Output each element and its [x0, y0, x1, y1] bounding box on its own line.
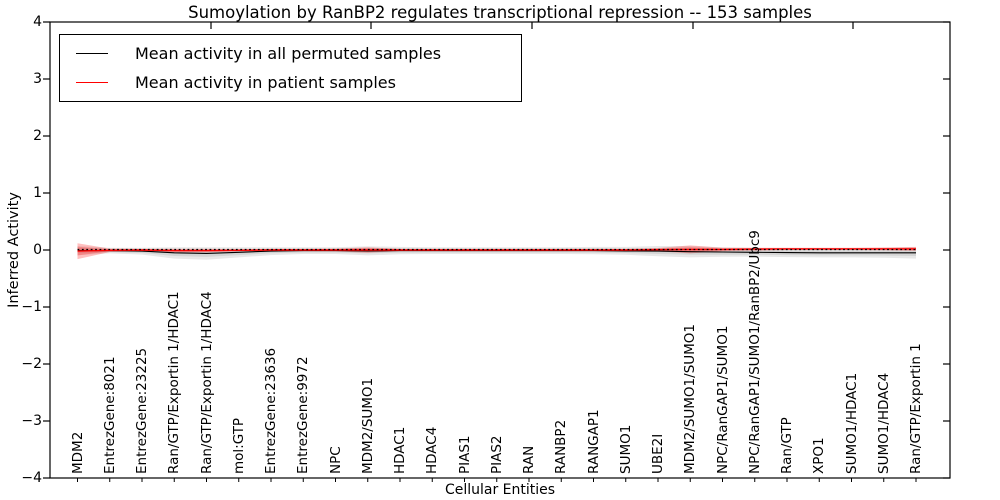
- x-tick-label: EntrezGene:23636: [263, 347, 279, 474]
- chart-title: Sumoylation by RanBP2 regulates transcri…: [188, 3, 812, 22]
- legend-line-patient: [76, 81, 108, 83]
- y-tick-label: 3: [33, 71, 42, 87]
- x-tick-label: mol:GTP: [230, 417, 247, 474]
- x-tick-label: MDM2/SUMO1: [359, 377, 376, 474]
- y-tick-label: 1: [33, 185, 42, 201]
- x-tick-label: Ran/GTP: [779, 417, 795, 474]
- y-tick-label: −1: [21, 299, 42, 315]
- x-tick-label: UBE2I: [650, 433, 666, 474]
- y-tick-label: −3: [21, 413, 42, 429]
- x-tick-label: XPO1: [811, 437, 828, 474]
- x-tick-label: Ran/GTP/Exportin 1/HDAC1: [166, 291, 183, 474]
- x-tick-label: MDM2/SUMO1/SUMO1: [682, 323, 699, 474]
- legend-entry-permuted: Mean activity in all permuted samples: [60, 44, 521, 63]
- y-tick-label: −2: [21, 356, 42, 372]
- x-tick-label: PIAS2: [488, 435, 505, 474]
- x-tick-label: PIAS1: [456, 435, 473, 474]
- x-tick-label: SUMO1/HDAC4: [875, 372, 892, 474]
- legend-label-permuted: Mean activity in all permuted samples: [135, 44, 442, 64]
- x-tick-label: EntrezGene:23225: [134, 347, 150, 474]
- legend: Mean activity in all permuted samples Me…: [59, 34, 522, 102]
- legend-entry-patient: Mean activity in patient samples: [60, 73, 521, 92]
- x-tick-label: SUMO1/HDAC1: [843, 372, 860, 474]
- x-axis-label: Cellular Entities: [444, 482, 556, 498]
- x-tick-label: MDM2: [69, 431, 86, 474]
- legend-line-permuted: [76, 53, 108, 55]
- x-tick-label: RANBP2: [553, 419, 570, 474]
- x-tick-label: NPC/RanGAP1/SUMO1/RanBP2/Ubc9: [746, 230, 763, 474]
- x-tick-label: NPC: [327, 446, 344, 474]
- x-tick-label: NPC/RanGAP1/SUMO1: [714, 325, 731, 474]
- y-tick-label: 2: [33, 128, 42, 144]
- x-tick-label: EntrezGene:8021: [101, 356, 118, 474]
- x-tick-label: RANGAP1: [585, 409, 602, 474]
- patient-samples-spread-band: [77, 243, 916, 260]
- y-tick-label: 0: [33, 242, 42, 258]
- y-tick-label: 4: [33, 14, 42, 30]
- x-tick-label: RAN: [521, 445, 537, 474]
- x-tick-label: HDAC1: [392, 426, 408, 474]
- legend-label-patient: Mean activity in patient samples: [135, 72, 396, 92]
- x-tick-label: SUMO1: [617, 424, 634, 474]
- y-tick-label: −4: [21, 470, 42, 486]
- x-tick-label: Ran/GTP/Exportin 1/HDAC4: [198, 291, 215, 474]
- x-tick-label: EntrezGene:9972: [295, 356, 312, 474]
- x-tick-label: HDAC4: [424, 426, 441, 474]
- x-tick-label: Ran/GTP/Exportin 1: [908, 343, 924, 474]
